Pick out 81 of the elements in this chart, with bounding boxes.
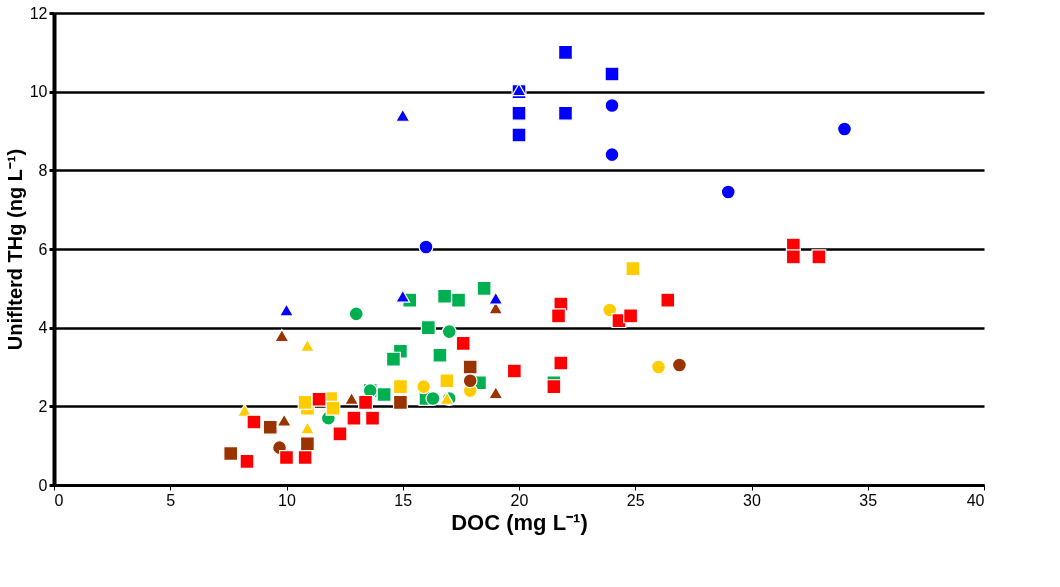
point — [299, 421, 315, 435]
point — [451, 292, 467, 308]
point — [395, 108, 411, 122]
y-tick-label: 0 — [38, 476, 48, 494]
point — [311, 391, 327, 407]
point — [511, 127, 527, 143]
y-tick-label: 8 — [38, 161, 48, 179]
point — [325, 400, 341, 416]
point — [297, 449, 313, 465]
point — [239, 453, 255, 469]
point — [418, 239, 434, 255]
point — [262, 419, 278, 435]
point — [395, 289, 411, 303]
point — [344, 391, 360, 406]
point — [297, 394, 313, 410]
point — [437, 288, 453, 304]
point — [299, 436, 315, 452]
point — [385, 351, 401, 367]
point — [558, 105, 573, 121]
x-axis-title: DOC (mg L⁻¹) — [451, 509, 588, 535]
point — [720, 184, 736, 200]
x-tick-label: 20 — [510, 491, 529, 509]
point — [604, 97, 620, 113]
point — [392, 379, 408, 395]
y-tick-label: 4 — [38, 319, 48, 337]
point — [553, 355, 569, 371]
point — [223, 446, 239, 462]
point — [811, 249, 827, 265]
point — [551, 308, 567, 324]
point — [279, 449, 294, 465]
point — [358, 394, 374, 410]
point — [441, 324, 457, 340]
point — [506, 363, 522, 379]
point — [274, 328, 290, 343]
point — [546, 379, 562, 395]
point — [425, 390, 441, 406]
point — [651, 359, 666, 375]
point — [785, 249, 801, 265]
point — [346, 410, 362, 426]
point — [376, 387, 392, 403]
x-tick-label: 0 — [54, 491, 64, 509]
point — [439, 373, 455, 389]
point — [625, 261, 641, 277]
y-tick-label: 10 — [29, 83, 48, 101]
y-axis-title: Uniflterd THg (ng L⁻¹) — [3, 148, 26, 351]
x-tick-label: 30 — [743, 491, 761, 509]
point — [279, 303, 294, 317]
point — [455, 335, 471, 351]
point — [462, 359, 478, 375]
point — [348, 306, 364, 322]
point — [332, 426, 348, 442]
point — [299, 338, 315, 352]
x-tick-label: 40 — [966, 491, 985, 509]
point — [511, 105, 527, 121]
x-tick-label: 15 — [394, 491, 413, 509]
point — [392, 394, 408, 410]
point — [365, 410, 381, 426]
x-tick-label: 35 — [859, 491, 878, 509]
point — [602, 302, 618, 318]
point — [432, 347, 448, 363]
x-tick-label: 25 — [626, 491, 645, 509]
point — [671, 357, 687, 373]
point — [476, 280, 492, 296]
x-tick-label: 10 — [278, 491, 296, 509]
point — [488, 291, 504, 305]
point — [558, 44, 573, 60]
point — [604, 66, 620, 82]
point — [660, 292, 676, 308]
x-tick-label: 5 — [166, 491, 176, 509]
point — [462, 373, 478, 389]
point — [276, 413, 292, 427]
point — [623, 308, 639, 324]
point — [488, 386, 504, 400]
point — [246, 414, 262, 430]
y-tick-label: 2 — [38, 397, 48, 415]
y-tick-label: 6 — [38, 240, 48, 258]
point — [604, 147, 620, 163]
point — [420, 320, 436, 336]
point — [837, 121, 852, 137]
point — [416, 379, 432, 395]
y-tick-label: 12 — [29, 4, 48, 22]
